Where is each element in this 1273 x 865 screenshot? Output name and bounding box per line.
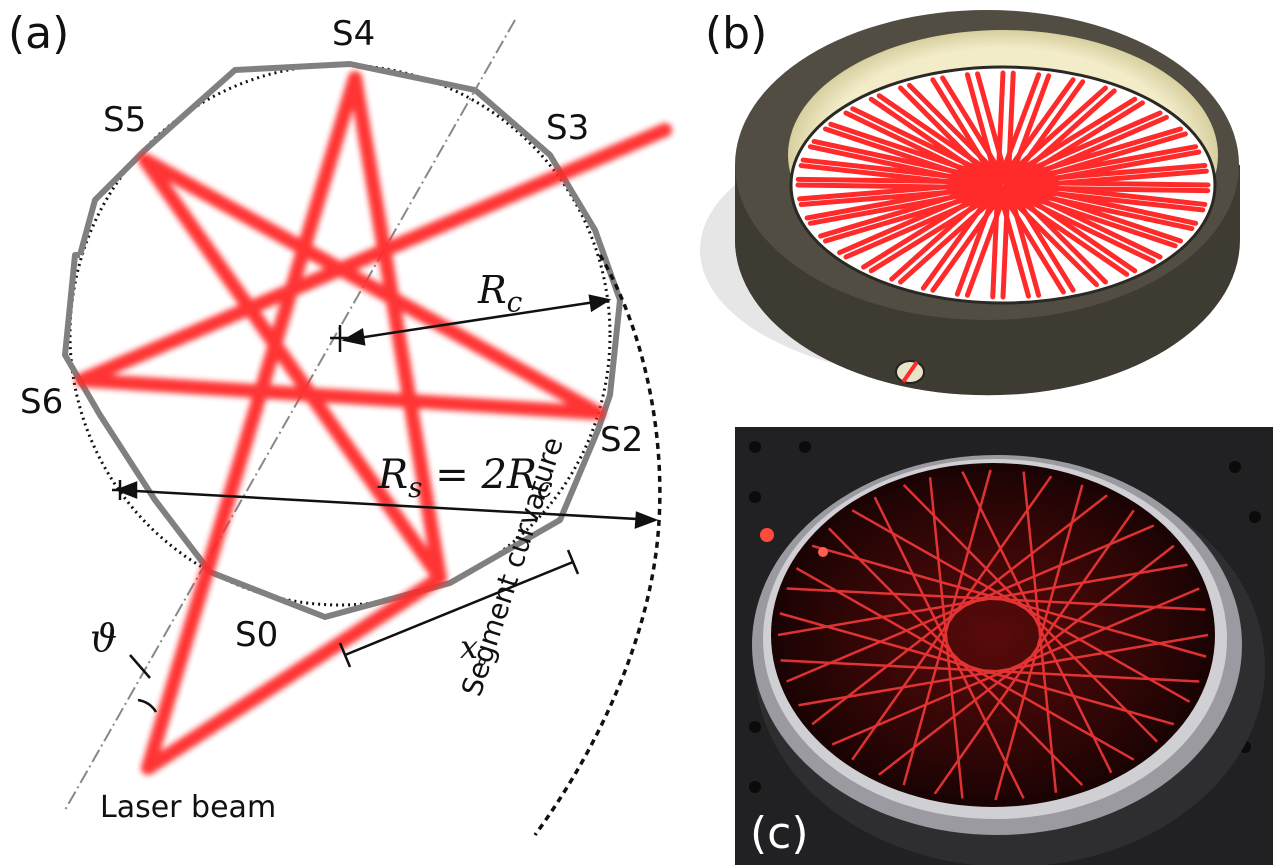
panel-c-photo (735, 427, 1273, 865)
symmetry-axis (64, 19, 516, 811)
photo-beam (828, 527, 1084, 786)
x0-dimension (338, 549, 580, 668)
photo-beam (811, 494, 1108, 726)
rc-symbol: R (478, 268, 507, 312)
ring-beam (797, 163, 1208, 202)
x0-symbol: x (460, 628, 479, 666)
photo-beam (851, 509, 1191, 703)
photo-beam (831, 587, 1200, 746)
photo-beam (994, 484, 1084, 801)
theta-angle (129, 654, 158, 713)
photo-beam (1022, 471, 1058, 793)
rs-symbol: R (378, 452, 409, 498)
mirror-surface (771, 463, 1215, 807)
rs-equation: = 2R (435, 452, 538, 498)
rs-subscript: s (408, 471, 423, 504)
segment-label-s0: S0 (235, 615, 279, 655)
photo-beam (851, 475, 1053, 761)
x0-subscript: o (478, 653, 487, 670)
panel-b-label: (b) (705, 8, 768, 59)
rc-subscript: c (506, 285, 523, 319)
photo-beam (780, 659, 1200, 683)
photo-beam (928, 477, 964, 799)
photo-beam (902, 484, 1158, 743)
photo-beam (961, 471, 1113, 774)
panel-a-label: (a) (8, 8, 70, 59)
panel-b-ring-render (700, 10, 1240, 396)
rs-arrow (112, 480, 659, 529)
ring-beam-pattern (795, 70, 1211, 300)
segment-label-s2: S2 (600, 420, 644, 460)
photo-beam (786, 587, 1206, 611)
panel-a-diagram (62, 19, 672, 837)
photo-beam (798, 633, 1209, 707)
photo-beam (878, 544, 1175, 776)
photo-beam (777, 563, 1188, 637)
rs-label: Rs = 2Rc (378, 452, 553, 504)
panel-c-label: (c) (750, 808, 809, 859)
laser-star-path (75, 71, 672, 775)
photo-beam (779, 612, 1175, 726)
rs-eq-subscript: c (537, 471, 553, 504)
theta-label: ϑ (90, 616, 118, 660)
x0-label: xo (460, 628, 486, 669)
photo-beam (873, 496, 1025, 799)
photo-beam (786, 524, 1155, 683)
segment-label-s4: S4 (332, 14, 376, 54)
segment-label-s6: S6 (20, 382, 64, 422)
photo-beam-pattern (777, 469, 1209, 801)
rc-label: Rc (478, 268, 522, 319)
laser-beam-label: Laser beam (100, 790, 277, 825)
segment-label-s3: S3 (546, 108, 590, 148)
segment-label-s5: S5 (103, 100, 147, 140)
photo-beam (902, 469, 992, 786)
segment-curvature-arc (533, 254, 662, 837)
photo-beam (811, 544, 1207, 658)
rc-arrow (330, 294, 612, 352)
photo-beam (795, 567, 1135, 761)
photo-beam (933, 509, 1135, 795)
